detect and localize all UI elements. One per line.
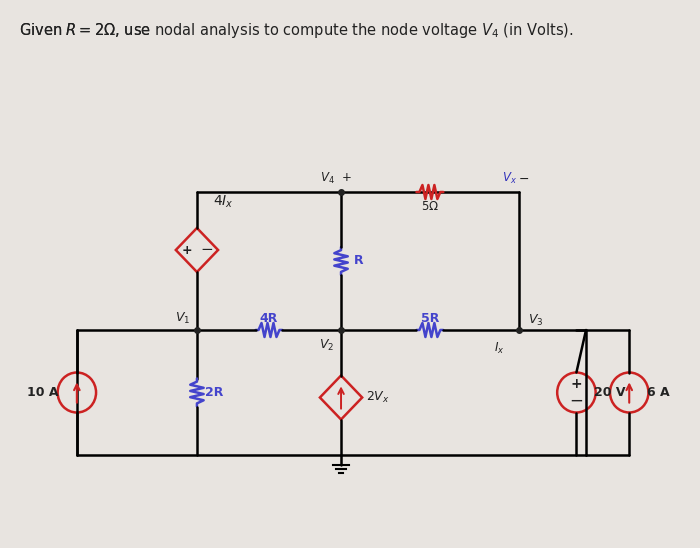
- Text: $4I_x$: $4I_x$: [214, 194, 235, 210]
- Text: +: +: [182, 243, 192, 256]
- Text: −: −: [200, 243, 213, 258]
- Text: Given $R = 2\Omega$, use: Given $R = 2\Omega$, use: [19, 21, 152, 39]
- Text: $I_x$: $I_x$: [494, 340, 505, 356]
- Text: Given $R = 2\Omega$, use nodal analysis to compute the node voltage $V_4$ (in Vo: Given $R = 2\Omega$, use nodal analysis …: [19, 20, 574, 39]
- Text: $V_4$  +: $V_4$ +: [321, 170, 352, 186]
- Text: 10 A: 10 A: [27, 386, 59, 399]
- Text: 5R: 5R: [421, 311, 439, 324]
- Text: $V_2$: $V_2$: [319, 338, 334, 352]
- Text: 20 V: 20 V: [594, 386, 626, 399]
- Text: 4R: 4R: [260, 311, 278, 324]
- Text: R: R: [354, 254, 363, 267]
- Text: $V_x$: $V_x$: [502, 170, 517, 186]
- Text: $V_1$: $V_1$: [175, 311, 190, 326]
- Text: −: −: [570, 391, 583, 409]
- Text: $V_3$: $V_3$: [528, 312, 544, 328]
- Text: 6 A: 6 A: [647, 386, 669, 399]
- Text: $5\Omega$: $5\Omega$: [421, 199, 439, 213]
- Text: $-$: $-$: [518, 172, 529, 185]
- Text: 2R: 2R: [205, 386, 223, 399]
- Text: $2V_x$: $2V_x$: [365, 390, 389, 405]
- Text: +: +: [570, 378, 582, 391]
